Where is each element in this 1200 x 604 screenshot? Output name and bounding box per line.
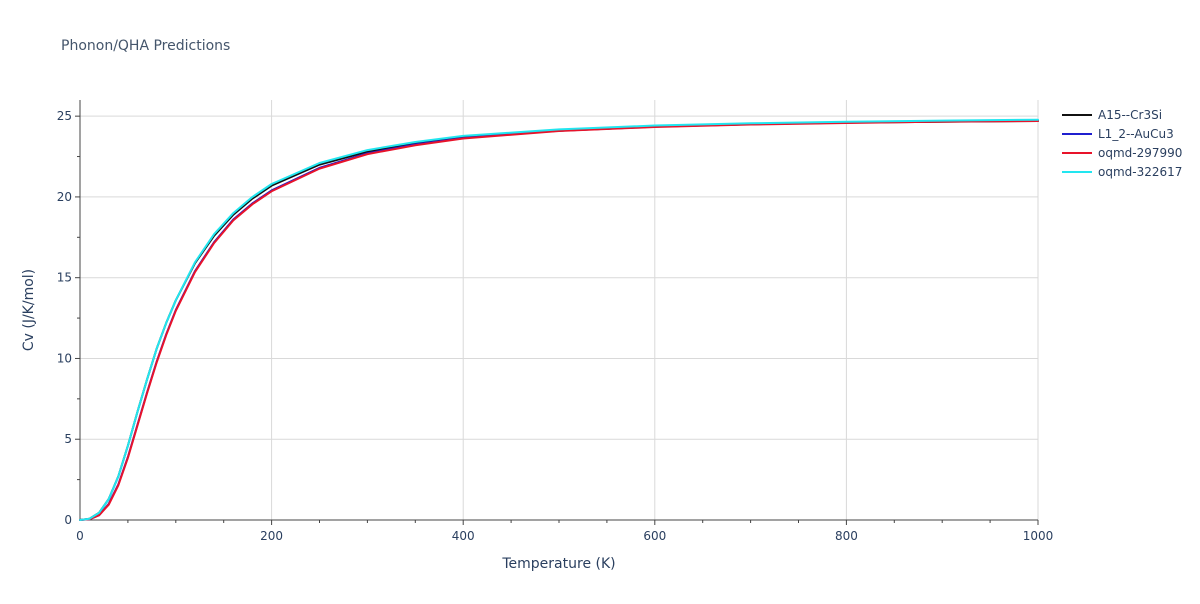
y-tick-label: 25: [57, 109, 72, 123]
x-tick-label: 800: [835, 529, 858, 543]
x-tick-label: 1000: [1023, 529, 1054, 543]
tick-labels: 0 200 400 600 800 1000 0 5 10 15 20 25: [57, 109, 1054, 543]
y-axis-title: Cv (J/K/mol): [21, 269, 37, 351]
chart-title: Phonon/QHA Predictions: [61, 38, 230, 54]
y-tick-label: 20: [57, 190, 72, 204]
y-tick-label: 0: [64, 513, 72, 527]
y-tick-label: 10: [57, 351, 72, 365]
x-tick-label: 0: [76, 529, 84, 543]
x-tick-label: 600: [643, 529, 666, 543]
x-tick-label: 200: [260, 529, 283, 543]
series-line-4: [79, 118, 1039, 521]
legend-label-4[interactable]: oqmd-322617: [1098, 165, 1182, 179]
series-line-3: [79, 120, 1039, 521]
legend: A15--Cr3Si L1_2--AuCu3 oqmd-297990 oqmd-322…: [1062, 108, 1182, 179]
series-lines: [79, 118, 1039, 521]
legend-label-3[interactable]: oqmd-297990: [1098, 146, 1182, 160]
axes: [75, 100, 1039, 525]
grid-lines: [80, 100, 1039, 520]
y-tick-label: 15: [57, 271, 72, 285]
y-tick-label: 5: [64, 432, 72, 446]
legend-label-2[interactable]: L1_2--AuCu3: [1098, 127, 1174, 141]
x-tick-label: 400: [452, 529, 475, 543]
legend-label-1[interactable]: A15--Cr3Si: [1098, 108, 1162, 122]
x-axis-title: Temperature (K): [501, 556, 615, 572]
